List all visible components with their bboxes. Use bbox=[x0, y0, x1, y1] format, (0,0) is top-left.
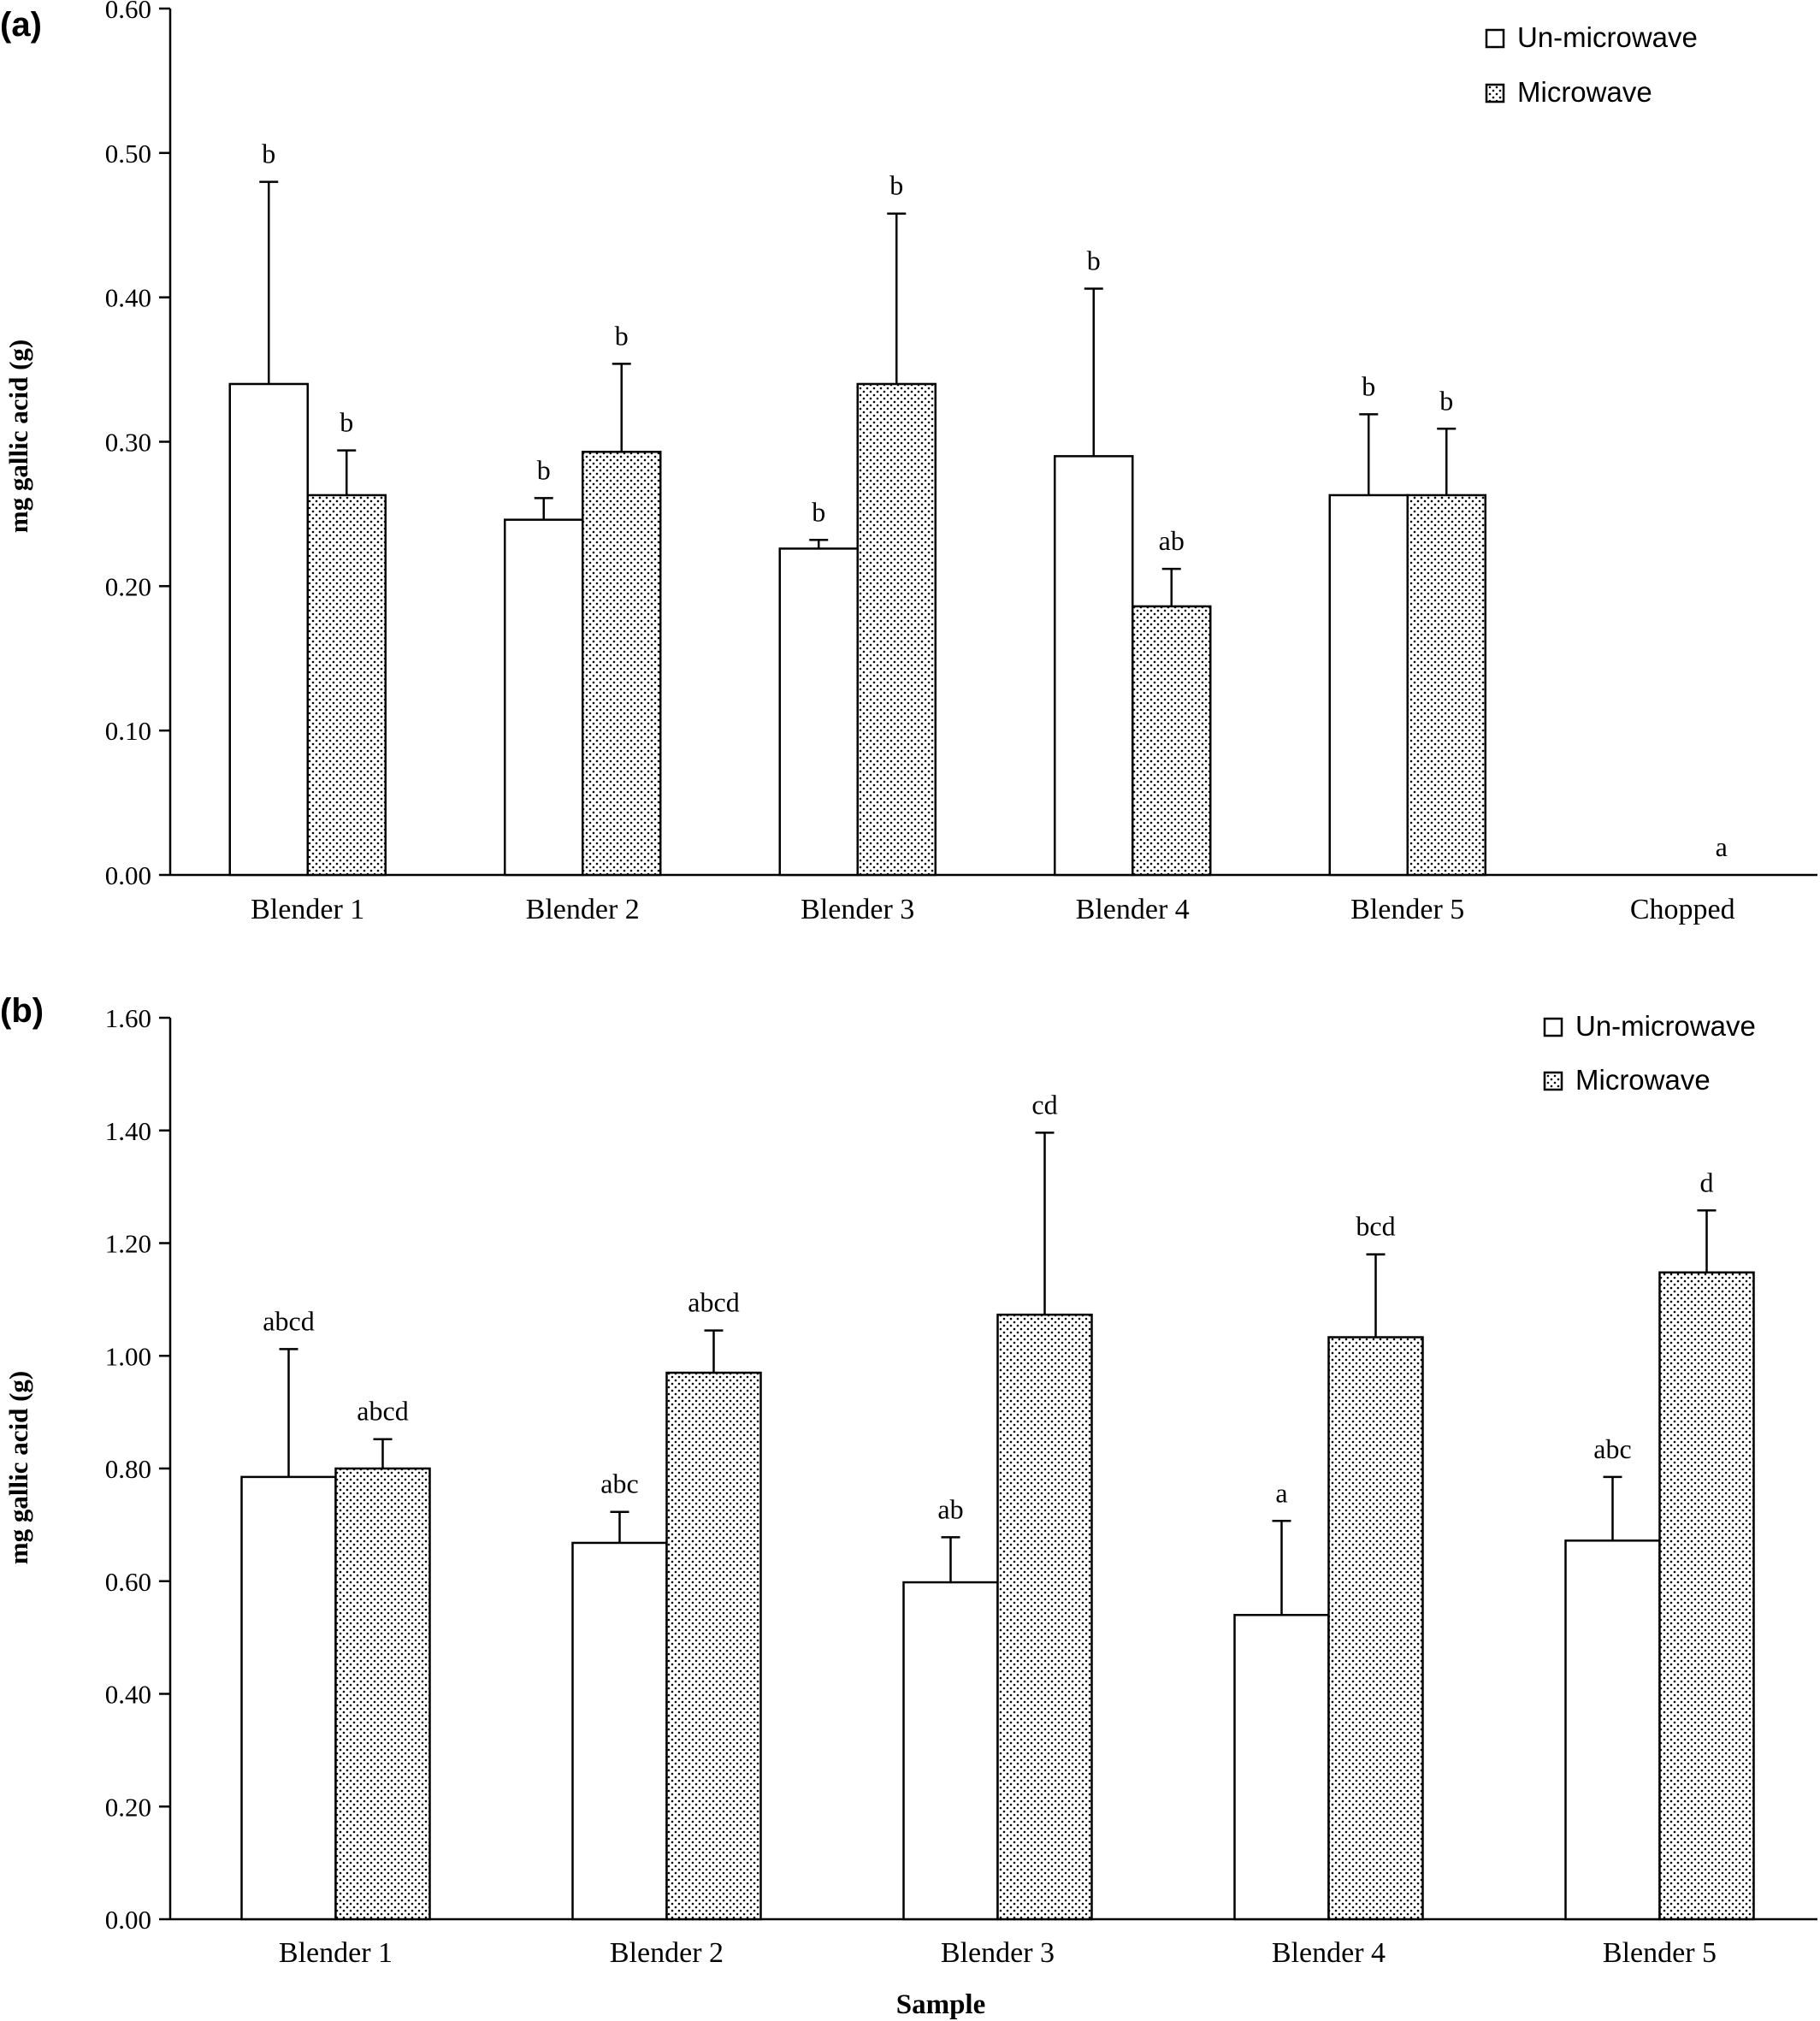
significance-label-a: b bbox=[537, 454, 551, 485]
bar-un-microwave-a bbox=[228, 382, 309, 877]
bar-un-microwave-a bbox=[504, 518, 584, 877]
x-tick-label-b: Blender 1 bbox=[279, 1937, 393, 1969]
bar-un-microwave-b bbox=[571, 1541, 668, 1921]
significance-label-a: b bbox=[1439, 385, 1453, 416]
significance-label-a: ab bbox=[1159, 525, 1185, 556]
bar-un-microwave-b bbox=[1233, 1614, 1330, 1921]
bar-un-microwave-a bbox=[1054, 455, 1134, 877]
x-tick-label-b: Blender 2 bbox=[610, 1937, 724, 1969]
panel-label-b: (b) bbox=[0, 992, 44, 1030]
significance-label-b: abcd bbox=[688, 1287, 739, 1318]
y-tick-label-b: 1.00 bbox=[105, 1341, 151, 1371]
bar-microwave-b bbox=[996, 1313, 1093, 1921]
x-axis-label-b: Sample bbox=[896, 1989, 986, 2020]
x-tick-label-a: Blender 3 bbox=[801, 894, 914, 925]
significance-label-b: a bbox=[1275, 1477, 1287, 1508]
significance-label-b: abc bbox=[600, 1468, 638, 1499]
bar-microwave-b bbox=[665, 1371, 762, 1921]
x-tick-label-a: Blender 4 bbox=[1076, 894, 1190, 925]
y-tick-label-b: 1.40 bbox=[105, 1116, 151, 1146]
bar-microwave-b bbox=[1658, 1271, 1755, 1921]
significance-label-b: bcd bbox=[1356, 1211, 1395, 1242]
bar-microwave-b bbox=[1327, 1336, 1424, 1921]
y-tick-label-b: 0.40 bbox=[105, 1680, 151, 1710]
significance-label-b: cd bbox=[1031, 1089, 1057, 1120]
y-tick-label-a: 0.30 bbox=[105, 428, 151, 458]
bar-un-microwave-a bbox=[778, 547, 859, 877]
y-tick-label-b: 0.60 bbox=[105, 1567, 151, 1597]
significance-label-a: b bbox=[262, 139, 275, 169]
x-tick-label-b: Blender 3 bbox=[941, 1937, 1055, 1969]
open-square-icon bbox=[1543, 1017, 1563, 1037]
legend-item-microwave-b: Microwave bbox=[1543, 1064, 1711, 1096]
y-axis-label-a: mg gallic acid (g) bbox=[3, 340, 33, 533]
open-square-icon bbox=[1485, 28, 1505, 49]
legend-label-un-microwave-b: Un-microwave bbox=[1575, 1010, 1756, 1042]
bar-microwave-a bbox=[856, 382, 937, 877]
significance-label-b: abcd bbox=[357, 1396, 408, 1427]
significance-label-a: b bbox=[615, 320, 629, 351]
significance-label-a: a bbox=[1716, 831, 1728, 862]
y-tick-label-b: 0.20 bbox=[105, 1792, 151, 1822]
significance-label-b: ab bbox=[937, 1493, 963, 1524]
y-tick-label-a: 0.50 bbox=[105, 139, 151, 168]
y-tick-label-b: 0.00 bbox=[105, 1905, 151, 1935]
bar-un-microwave-b bbox=[240, 1475, 337, 1921]
significance-label-a: b bbox=[1362, 370, 1375, 401]
bar-microwave-b bbox=[334, 1467, 431, 1921]
legend-b: Un-microwave Microwave bbox=[1543, 1010, 1756, 1096]
legend-item-un-microwave-b: Un-microwave bbox=[1543, 1010, 1756, 1042]
significance-label-b: d bbox=[1700, 1167, 1714, 1197]
y-tick-label-b: 0.80 bbox=[105, 1454, 151, 1484]
legend-label-un-microwave-a: Un-microwave bbox=[1517, 21, 1698, 53]
significance-label-a: b bbox=[889, 170, 903, 201]
chart-panel-a: (a) mg gallic acid (g) Un-microwave Micr… bbox=[0, 0, 1817, 925]
y-tick-label-a: 0.20 bbox=[105, 571, 151, 601]
panel-label-a: (a) bbox=[0, 6, 42, 44]
legend-item-un-microwave-a: Un-microwave bbox=[1485, 21, 1698, 53]
x-tick-label-b: Blender 5 bbox=[1603, 1937, 1717, 1969]
dotted-square-icon bbox=[1485, 83, 1505, 103]
bar-un-microwave-a bbox=[1328, 493, 1409, 877]
dotted-square-icon bbox=[1543, 1071, 1563, 1091]
significance-label-a: b bbox=[1087, 245, 1101, 276]
y-tick-label-a: 0.00 bbox=[105, 860, 151, 890]
chart-panel-b: (b) mg gallic acid (g) Sample Un-microwa… bbox=[0, 992, 1817, 2020]
y-axis-label-b: mg gallic acid (g) bbox=[3, 1371, 33, 1564]
legend-label-microwave-b: Microwave bbox=[1575, 1064, 1711, 1096]
significance-label-b: abc bbox=[1593, 1433, 1631, 1464]
y-tick-label-a: 0.60 bbox=[105, 0, 151, 24]
y-tick-label-a: 0.40 bbox=[105, 283, 151, 313]
x-tick-label-a: Blender 1 bbox=[251, 894, 364, 925]
legend-item-microwave-a: Microwave bbox=[1485, 76, 1652, 108]
bar-microwave-a bbox=[1406, 493, 1486, 877]
bar-microwave-a bbox=[306, 493, 387, 877]
significance-label-a: b bbox=[340, 407, 353, 438]
legend-label-microwave-a: Microwave bbox=[1517, 76, 1652, 108]
x-tick-label-a: Blender 2 bbox=[526, 894, 640, 925]
x-tick-label-a: Chopped bbox=[1630, 894, 1735, 925]
x-tick-label-a: Blender 5 bbox=[1350, 894, 1464, 925]
bar-microwave-a bbox=[1132, 605, 1212, 877]
bar-microwave-a bbox=[582, 451, 662, 877]
y-tick-label-b: 1.60 bbox=[105, 1003, 151, 1033]
x-tick-label-b: Blender 4 bbox=[1272, 1937, 1386, 1969]
y-tick-label-a: 0.10 bbox=[105, 716, 151, 746]
significance-label-a: b bbox=[812, 496, 825, 527]
bar-un-microwave-b bbox=[1564, 1539, 1661, 1921]
significance-label-b: abcd bbox=[263, 1305, 314, 1336]
bar-un-microwave-b bbox=[902, 1581, 999, 1921]
legend-a: Un-microwave Microwave bbox=[1485, 21, 1698, 108]
y-tick-label-b: 1.20 bbox=[105, 1229, 151, 1259]
